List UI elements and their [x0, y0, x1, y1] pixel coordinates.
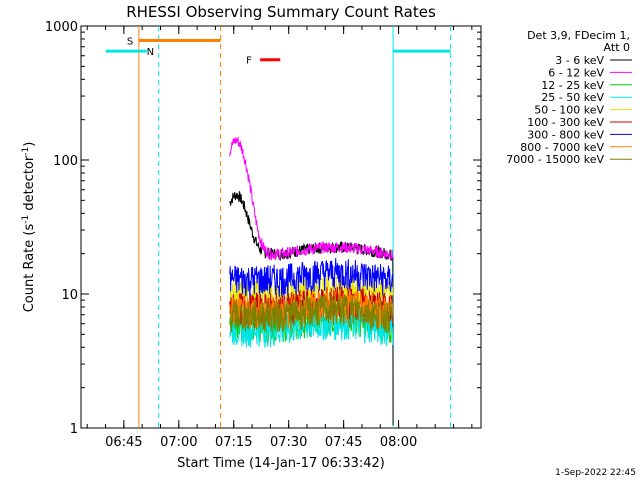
- plot-frame: [80, 25, 482, 429]
- x-tick-label: 07:00: [160, 435, 197, 450]
- y-tick-label: 100: [53, 154, 78, 169]
- timestamp: 1-Sep-2022 22:45: [555, 468, 636, 478]
- x-tick-label: 07:30: [270, 435, 307, 450]
- x-tick-label: 08:00: [380, 435, 417, 450]
- series-line: [229, 293, 394, 334]
- legend-item-label: 7000 - 15000 keV: [506, 153, 604, 166]
- x-tick-label: 07:45: [325, 435, 362, 450]
- series-line: [229, 137, 394, 261]
- legend-item-label: 6 - 12 keV: [548, 66, 604, 79]
- legend-item-label: 100 - 300 keV: [527, 116, 604, 129]
- interval-label: N: [147, 47, 154, 58]
- y-tick-label: 10: [61, 288, 78, 303]
- legend-item-label: 12 - 25 keV: [541, 79, 604, 92]
- legend-item-label: 50 - 100 keV: [534, 104, 604, 117]
- series-line: [229, 290, 394, 330]
- legend-item-label: 300 - 800 keV: [527, 128, 604, 141]
- y-tick-label: 1000: [45, 20, 78, 35]
- series-line: [229, 257, 394, 298]
- series-layer: [229, 137, 394, 426]
- chart-title: RHESSI Observing Summary Count Rates: [126, 3, 436, 21]
- x-tick-label: 07:15: [215, 435, 252, 450]
- legend-item-label: 3 - 6 keV: [555, 54, 604, 67]
- axes-layer: 1 10 100 1000 06:45 07:00 07:15 07:30 07:45 08:00: [45, 20, 481, 450]
- legend-item-label: 25 - 50 keV: [541, 91, 604, 104]
- legend-title: Att 0: [604, 41, 630, 54]
- legend-item-label: 800 - 7000 keV: [520, 141, 604, 154]
- interval-label: F: [246, 56, 252, 67]
- overlay-layer: S N F: [105, 36, 451, 67]
- x-axis-label: Start Time (14-Jan-17 06:33:42): [177, 456, 385, 471]
- y-axis-label: Count Rate (s-1 detector-1): [21, 142, 37, 313]
- y-tick-label: 1: [70, 422, 78, 437]
- x-tick-label: 06:45: [105, 435, 142, 450]
- series-line: [229, 308, 394, 349]
- vertical-markers: [138, 26, 452, 428]
- interval-label: S: [127, 36, 133, 47]
- legend-title: Det 3,9, FDecim 1,: [527, 29, 630, 42]
- plot-border: [80, 25, 482, 429]
